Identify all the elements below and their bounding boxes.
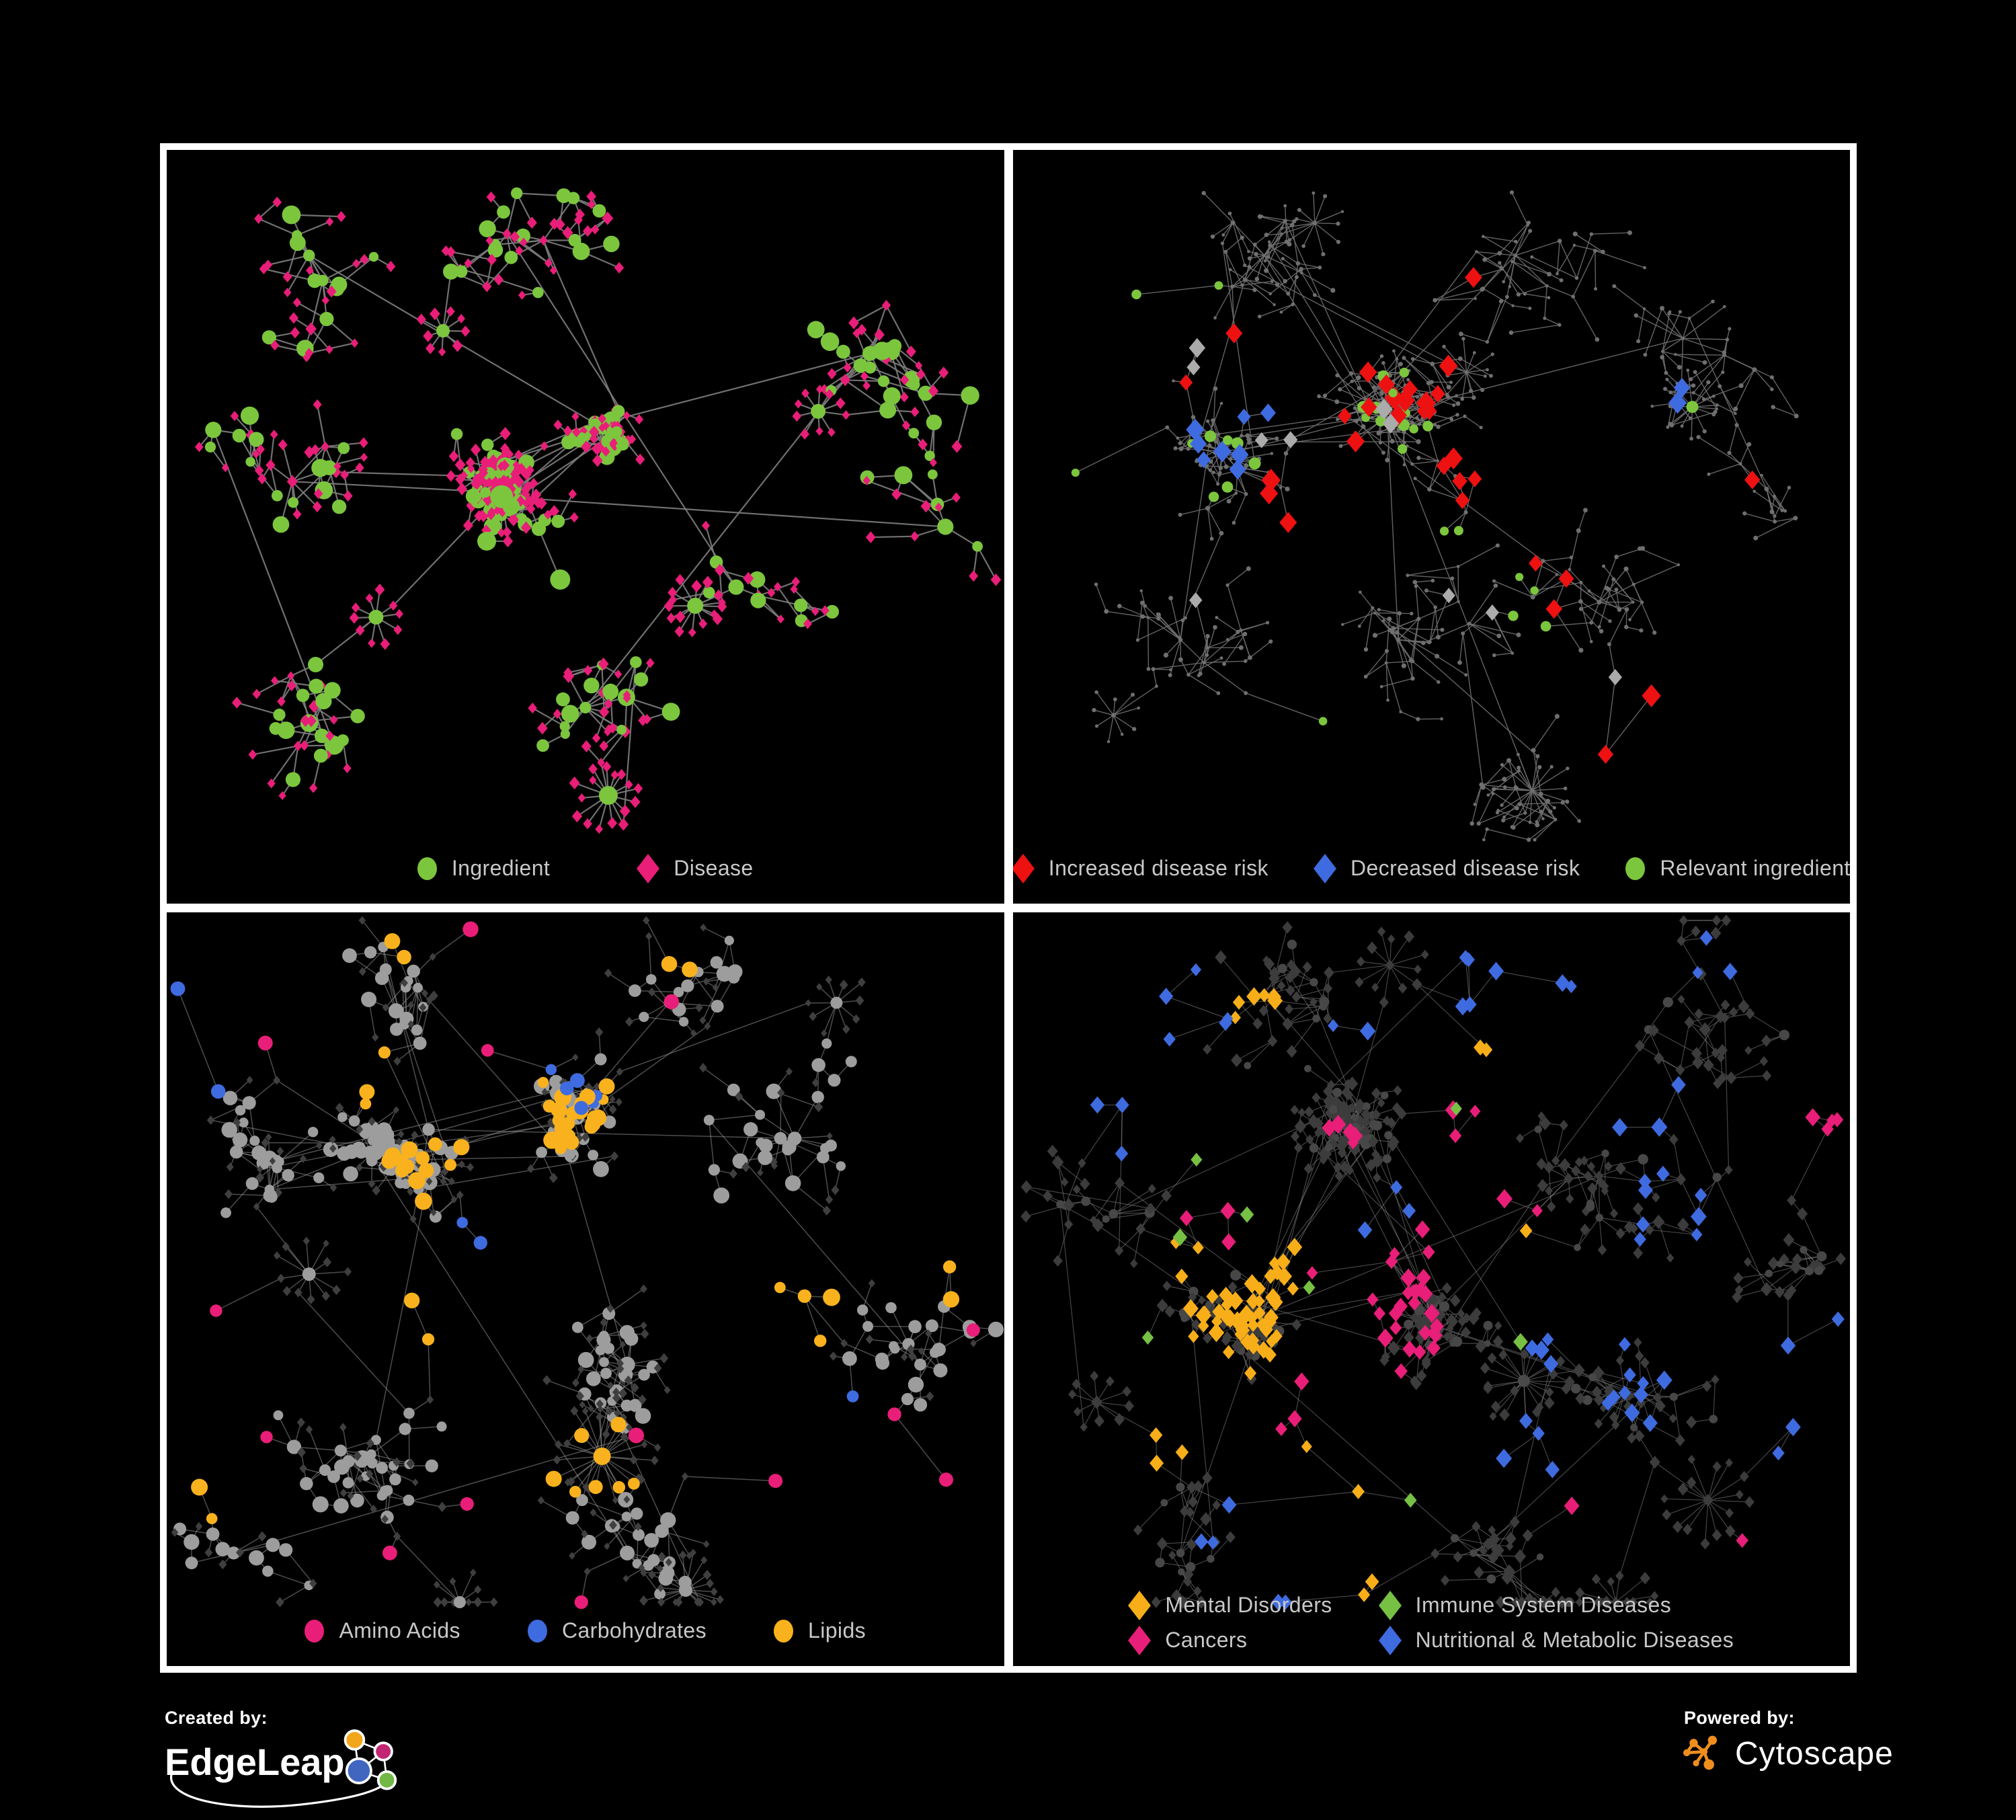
legend-label: Disease [674, 856, 754, 880]
nutrient-class-network-graph [170, 916, 1004, 1610]
edgeleap-logo-icon [169, 1729, 397, 1808]
legend-label: Mental Disorders [1165, 1593, 1332, 1617]
legend-label: Carbohydrates [561, 1618, 707, 1643]
panel-disease-risk-network: Increased disease risk Decreased disease … [1012, 150, 1850, 904]
powered-by-label: Powered by: [1684, 1708, 1795, 1728]
edgeleap-logo-text: EdgeLeap [165, 1740, 345, 1783]
edgeleap-logo: EdgeLeap [165, 1729, 400, 1808]
circle-marker-icon [305, 1619, 325, 1643]
legend-item: Immune System Diseases [1378, 1590, 1734, 1620]
edgeleap-credit: Created by: EdgeLeap [165, 1708, 400, 1808]
legend-label: Increased disease risk [1048, 856, 1268, 880]
legend-label: Decreased disease risk [1350, 856, 1580, 880]
legend-item: Mental Disorders [1128, 1590, 1332, 1620]
network-grid: Ingredient Disease Increased disease risk… [160, 143, 1857, 1673]
panel-disease-class-network: Mental Disorders Immune System Diseases Ca… [1012, 912, 1851, 1666]
disease-risk-network-graph [1071, 190, 1799, 842]
diamond-marker-icon [1128, 1625, 1152, 1655]
cytoscape-logo: Cytoscape [1683, 1730, 1894, 1777]
legend-label: Lipids [808, 1618, 866, 1643]
nodes-layer [1020, 914, 1846, 1611]
legend-item: Cancers [1128, 1625, 1332, 1655]
legend-label: Immune System Diseases [1415, 1593, 1672, 1617]
created-by-label: Created by: [165, 1708, 268, 1728]
legend-item: Increased disease risk [1012, 853, 1268, 883]
circle-marker-icon [417, 857, 437, 880]
ingredient-disease-network-graph [194, 187, 1002, 834]
cytoscape-logo-text: Cytoscape [1735, 1735, 1894, 1772]
circle-marker-icon [527, 1619, 547, 1643]
legend-item: Lipids [774, 1618, 866, 1643]
legend-label: Nutritional & Metabolic Diseases [1415, 1628, 1734, 1652]
legend-item: Decreased disease risk [1313, 853, 1580, 883]
legend-item: Nutritional & Metabolic Diseases [1378, 1625, 1734, 1655]
legend-item: Carbohydrates [527, 1618, 707, 1643]
disease-class-network-graph [1020, 914, 1846, 1611]
edges-layer [1075, 192, 1797, 840]
legend-label: Ingredient [451, 856, 551, 880]
cytoscape-credit: Powered by: [1683, 1708, 1894, 1777]
panel-nutrient-class-network: Amino Acids Carbohydrates Lipids [167, 912, 1004, 1666]
diamond-marker-icon [1313, 853, 1336, 883]
legend-label: Relevant ingredient [1660, 856, 1850, 880]
circle-marker-icon [1625, 857, 1646, 880]
diamond-marker-icon [1012, 853, 1035, 883]
legend-item: Relevant ingredient [1625, 856, 1850, 881]
diamond-marker-icon [1378, 1590, 1402, 1620]
panel-ingredient-disease-network: Ingredient Disease [167, 150, 1004, 904]
edges-layer [1025, 920, 1841, 1603]
legend-item: Disease [637, 853, 754, 883]
circle-marker-icon [774, 1619, 794, 1643]
nodes-layer [170, 916, 1004, 1610]
diamond-marker-icon [637, 853, 660, 883]
ingredient-disease-legend: Ingredient Disease [167, 853, 1004, 883]
legend-label: Amino Acids [339, 1618, 460, 1643]
diamond-marker-icon [1128, 1590, 1152, 1620]
diamond-marker-icon [1378, 1625, 1402, 1655]
cytoscape-logo-icon [1683, 1735, 1718, 1770]
legend-item: Amino Acids [305, 1618, 460, 1643]
nodes-layer [1071, 190, 1799, 842]
disease-risk-legend: Increased disease risk Decreased disease … [1012, 853, 1850, 883]
footer: Created by: EdgeLeap Powered by: [0, 1673, 2016, 1820]
nutrient-class-legend: Amino Acids Carbohydrates Lipids [167, 1618, 1004, 1643]
nodes-layer [194, 187, 1002, 834]
disease-class-legend: Mental Disorders Immune System Diseases Ca… [1013, 1590, 1851, 1655]
legend-label: Cancers [1165, 1628, 1248, 1652]
legend-item: Ingredient [417, 856, 550, 881]
